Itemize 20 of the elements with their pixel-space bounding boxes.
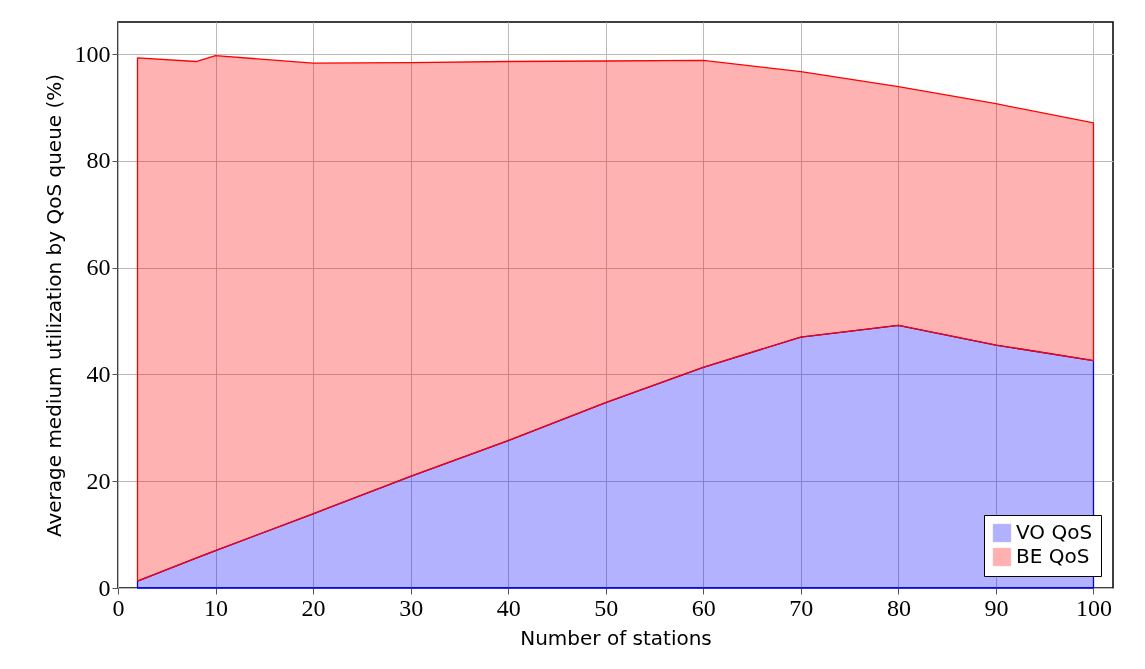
x-tick-label: 70 xyxy=(789,594,814,621)
legend-label: BE QoS xyxy=(1016,544,1090,568)
x-tick-label: 10 xyxy=(204,594,229,621)
x-tick-label: 50 xyxy=(594,594,619,621)
x-tick-label: 40 xyxy=(496,594,521,621)
y-tick-label: 40 xyxy=(86,360,111,387)
x-tick-label: 60 xyxy=(691,594,716,621)
legend-label: VO QoS xyxy=(1016,520,1093,544)
x-tick-label: 80 xyxy=(886,594,911,621)
y-axis-title: Average medium utilization by QoS queue (%) xyxy=(41,73,66,538)
x-tick-label: 20 xyxy=(301,594,326,621)
y-tick-label: 100 xyxy=(74,40,111,67)
y-tick-label: 20 xyxy=(86,467,111,494)
y-tick-label: 60 xyxy=(86,254,111,281)
x-axis-title: Number of stations xyxy=(520,625,712,650)
x-tick-label: 90 xyxy=(984,594,1009,621)
x-tick-label: 100 xyxy=(1075,594,1112,621)
y-tick-label: 0 xyxy=(98,574,111,601)
x-tick-label: 30 xyxy=(399,594,424,621)
y-tick-label: 80 xyxy=(86,147,111,174)
